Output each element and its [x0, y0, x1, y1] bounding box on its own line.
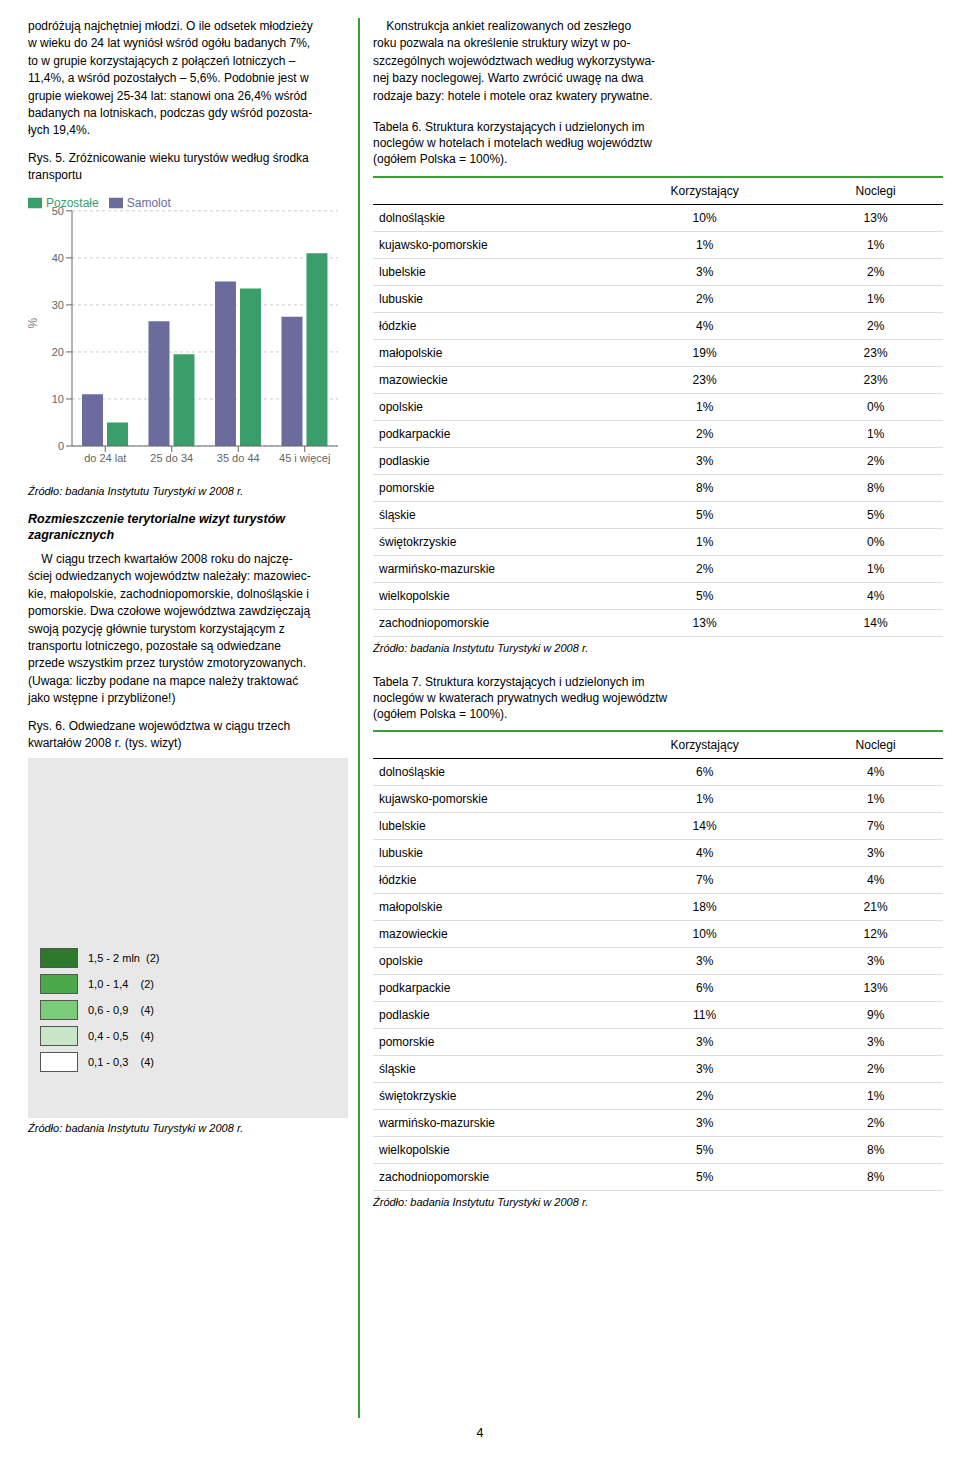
svg-text:10: 10: [52, 392, 64, 404]
svg-text:50: 50: [52, 204, 64, 216]
svg-text:20: 20: [52, 345, 64, 357]
svg-text:0: 0: [58, 439, 64, 451]
svg-text:do 24 lat: do 24 lat: [84, 451, 126, 463]
svg-text:40: 40: [52, 251, 64, 263]
svg-text:25 do 34: 25 do 34: [150, 451, 193, 463]
svg-text:30: 30: [52, 298, 64, 310]
svg-text:45 i więcej: 45 i więcej: [279, 451, 330, 463]
svg-text:%: %: [28, 317, 40, 328]
svg-text:35 do 44: 35 do 44: [217, 451, 260, 463]
